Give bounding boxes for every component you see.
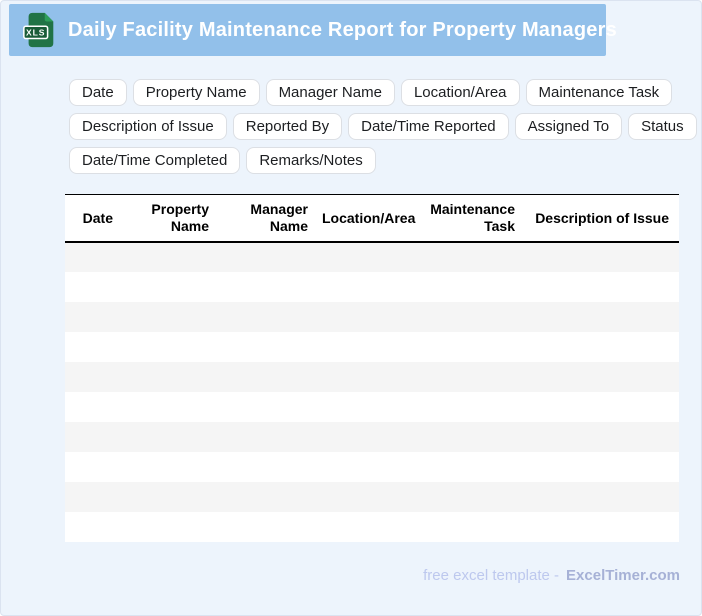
- chip-assigned-to[interactable]: Assigned To: [514, 113, 623, 140]
- chip-maintenance-task[interactable]: Maintenance Task: [525, 79, 673, 106]
- footer: free excel template - ExcelTimer.com: [423, 567, 680, 584]
- empty-row: [65, 422, 679, 452]
- chip-status[interactable]: Status: [628, 113, 697, 140]
- empty-cell: [65, 242, 679, 272]
- empty-row: [65, 362, 679, 392]
- xls-icon-label: XLS: [26, 28, 45, 38]
- chip-row-2: Description of Issue Reported By Date/Ti…: [69, 113, 697, 140]
- empty-cell: [65, 332, 679, 362]
- header-bar: XLS Daily Facility Maintenance Report fo…: [9, 4, 617, 56]
- xls-file-icon: XLS: [21, 10, 59, 50]
- table-header-row: Date Property Name Manager Name Location…: [65, 194, 679, 242]
- column-header-maintenance-task: Maintenance Task: [430, 201, 515, 234]
- report-table-preview: Date Property Name Manager Name Location…: [65, 194, 679, 542]
- empty-cell: [65, 302, 679, 332]
- empty-row: [65, 302, 679, 332]
- empty-cell: [65, 272, 679, 302]
- column-header-date: Date: [82, 209, 113, 226]
- empty-cell: [65, 512, 679, 542]
- chip-datetime-reported[interactable]: Date/Time Reported: [348, 113, 509, 140]
- empty-row: [65, 452, 679, 482]
- empty-row: [65, 242, 679, 272]
- empty-cell: [65, 392, 679, 422]
- chip-location-area[interactable]: Location/Area: [400, 79, 520, 106]
- empty-cell: [65, 422, 679, 452]
- chip-datetime-completed[interactable]: Date/Time Completed: [69, 147, 241, 174]
- empty-cell: [65, 452, 679, 482]
- column-header-property-name: Property Name: [151, 201, 209, 234]
- field-chip-list: Date Property Name Manager Name Location…: [69, 79, 697, 181]
- empty-cell: [65, 362, 679, 392]
- chip-row-1: Date Property Name Manager Name Location…: [69, 79, 674, 106]
- chip-remarks-notes[interactable]: Remarks/Notes: [246, 147, 376, 174]
- column-header-location-area: Location/Area: [322, 209, 416, 226]
- chip-property-name[interactable]: Property Name: [132, 79, 260, 106]
- empty-rows: [65, 242, 679, 542]
- chip-row-3: Date/Time Completed Remarks/Notes: [69, 147, 674, 174]
- page-title: Daily Facility Maintenance Report for Pr…: [68, 18, 617, 41]
- chip-manager-name[interactable]: Manager Name: [265, 79, 395, 106]
- column-header-description-of-issue: Description of Issue: [535, 209, 669, 226]
- empty-row: [65, 392, 679, 422]
- empty-row: [65, 332, 679, 362]
- empty-cell: [65, 482, 679, 512]
- footer-tagline: free excel template -: [423, 567, 560, 584]
- chip-date[interactable]: Date: [69, 79, 127, 106]
- chip-description-of-issue[interactable]: Description of Issue: [69, 113, 227, 140]
- empty-row: [65, 272, 679, 302]
- column-header-manager-name: Manager Name: [250, 201, 308, 234]
- empty-row: [65, 482, 679, 512]
- empty-row: [65, 512, 679, 542]
- footer-brand-link[interactable]: ExcelTimer.com: [566, 567, 680, 584]
- chip-reported-by[interactable]: Reported By: [232, 113, 343, 140]
